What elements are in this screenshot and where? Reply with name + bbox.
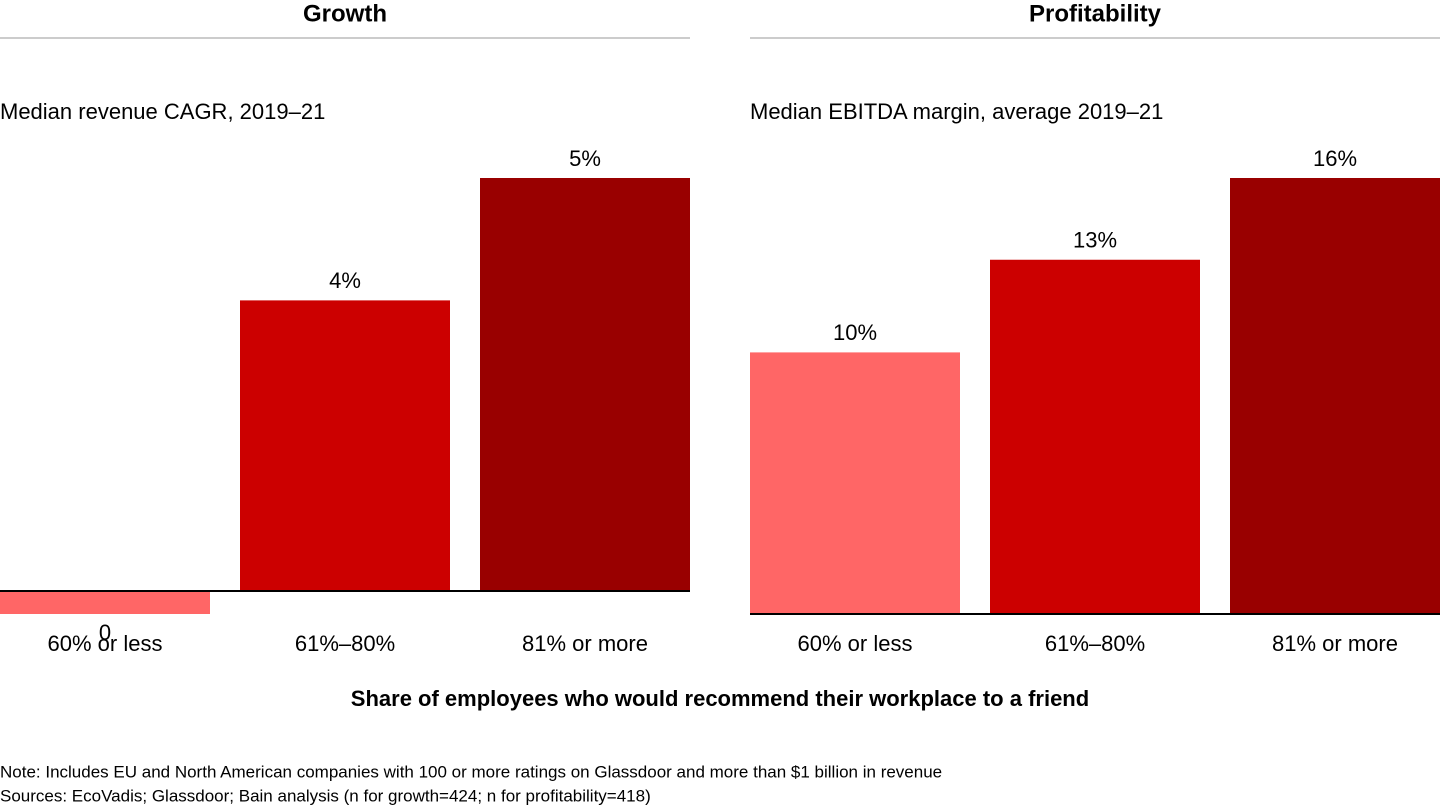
category-label: 60% or less — [48, 631, 163, 656]
subtitle: Median revenue CAGR, 2019–21 — [0, 99, 325, 124]
value-label: 13% — [1073, 228, 1117, 253]
value-label: 16% — [1313, 146, 1357, 171]
category-label: 61%–80% — [1045, 631, 1145, 656]
category-label: 60% or less — [798, 631, 913, 656]
category-label: 81% or more — [522, 631, 648, 656]
value-label: 10% — [833, 320, 877, 345]
value-label: 4% — [329, 268, 361, 293]
x-axis-title: Share of employees who would recommend t… — [351, 686, 1089, 711]
category-label: 81% or more — [1272, 631, 1398, 656]
bar — [0, 591, 210, 614]
bar — [480, 178, 690, 592]
chart-title: Growth — [303, 0, 387, 27]
source: Sources: EcoVadis; Glassdoor; Bain analy… — [0, 786, 651, 805]
bar — [240, 300, 450, 592]
bar — [750, 352, 960, 614]
note: Note: Includes EU and North American com… — [0, 762, 942, 781]
category-label: 61%–80% — [295, 631, 395, 656]
subtitle: Median EBITDA margin, average 2019–21 — [750, 99, 1163, 124]
chart-title: Profitability — [1029, 0, 1162, 27]
value-label: 5% — [569, 146, 601, 171]
bar — [1230, 178, 1440, 614]
value-label: 0 — [99, 620, 111, 645]
bar — [990, 259, 1200, 614]
